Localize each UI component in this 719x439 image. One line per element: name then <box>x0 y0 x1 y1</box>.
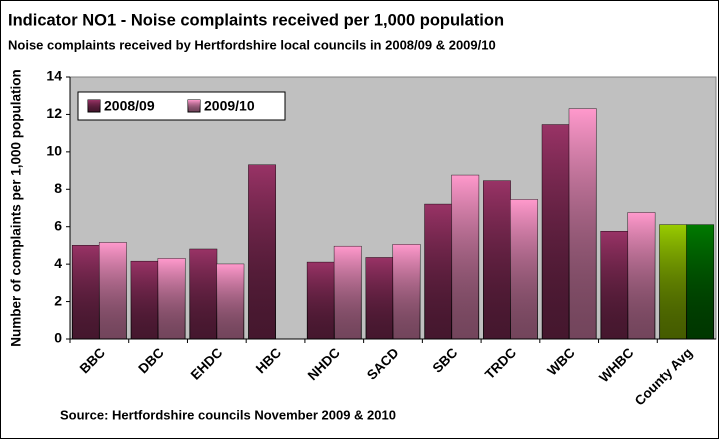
bar <box>98 242 127 340</box>
bar <box>627 212 656 340</box>
legend-label: 2009/10 <box>204 98 255 114</box>
bar-group <box>365 257 394 340</box>
bar <box>216 263 245 340</box>
bar <box>306 261 335 340</box>
y-tick-label: 14 <box>46 68 62 84</box>
bar-group <box>483 180 511 340</box>
bar-group <box>510 199 538 340</box>
bar <box>659 224 688 340</box>
y-tick-label: 4 <box>54 255 62 271</box>
bar <box>392 244 421 340</box>
source-note: Source: Hertfordshire councils November … <box>60 407 396 422</box>
bar-group <box>659 224 688 340</box>
bar-group <box>157 258 186 340</box>
y-tick-label: 2 <box>54 292 62 308</box>
bar-group <box>686 224 715 340</box>
bar-group <box>216 263 245 340</box>
y-tick-label: 8 <box>54 180 62 196</box>
bar-group <box>98 242 127 340</box>
bar-group <box>627 212 656 340</box>
bar <box>333 245 362 340</box>
bar <box>365 257 394 340</box>
bar-group <box>130 260 159 340</box>
bar <box>568 108 597 340</box>
bar <box>157 258 186 340</box>
bar-group <box>333 245 362 340</box>
bar <box>71 245 100 340</box>
bar <box>686 224 715 340</box>
chart-subtitle: Noise complaints received by Hertfordshi… <box>8 37 496 52</box>
bar-group <box>451 174 480 340</box>
bar <box>600 230 629 340</box>
bar <box>189 248 218 340</box>
y-tick-label: 0 <box>54 330 62 346</box>
bar-group <box>568 108 597 340</box>
bar <box>451 174 480 340</box>
legend-swatch-shade <box>88 100 100 112</box>
legend-box <box>77 91 286 121</box>
bar-group <box>306 261 335 340</box>
bar <box>483 180 511 340</box>
y-axis-label: Number of complaints per 1,000 populatio… <box>9 69 24 347</box>
bar-group <box>392 244 421 340</box>
bar-group <box>248 164 276 340</box>
bar-group <box>189 248 218 340</box>
bar-group <box>71 245 100 340</box>
bar-group <box>424 203 453 340</box>
y-tick-label: 10 <box>46 143 62 159</box>
bar-group <box>541 124 570 340</box>
y-tick-label: 6 <box>54 217 62 233</box>
legend: 2008/09 2009/10 <box>77 91 286 121</box>
bar <box>510 199 538 340</box>
legend-swatch-shade <box>188 100 200 112</box>
bar <box>541 124 570 340</box>
bar <box>424 203 453 340</box>
y-tick-label: 12 <box>46 105 62 121</box>
legend-label: 2008/09 <box>104 98 155 114</box>
chart-title: Indicator NO1 - Noise complaints receive… <box>8 11 504 29</box>
bar-group <box>600 230 629 340</box>
bar <box>130 260 159 340</box>
bar <box>248 164 276 340</box>
